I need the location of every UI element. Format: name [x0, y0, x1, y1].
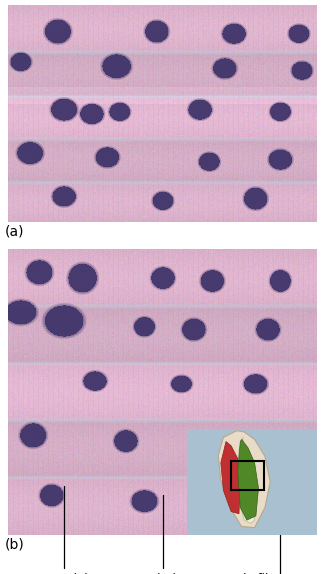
Text: Nuclei: Nuclei — [51, 486, 88, 574]
Text: (b): (b) — [5, 538, 24, 552]
Polygon shape — [238, 440, 258, 520]
Polygon shape — [221, 441, 240, 514]
Text: Striations: Striations — [140, 495, 197, 574]
Polygon shape — [236, 437, 254, 523]
Bar — [231, 461, 264, 490]
Text: (a): (a) — [5, 225, 24, 239]
Polygon shape — [218, 431, 270, 528]
Text: Muscle fiber: Muscle fiber — [213, 486, 285, 574]
